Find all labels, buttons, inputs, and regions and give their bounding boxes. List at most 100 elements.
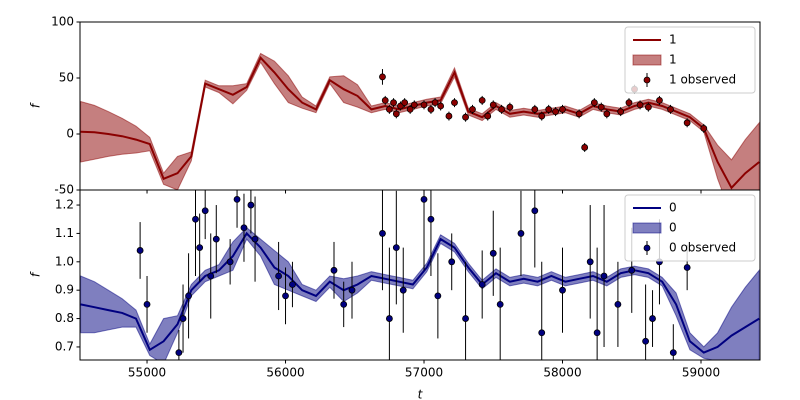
- observation: [498, 105, 505, 113]
- legend-marker: [643, 76, 651, 84]
- observation: [597, 103, 605, 111]
- observation: [628, 266, 636, 274]
- observation: [590, 99, 598, 107]
- observation: [201, 207, 209, 215]
- observation: [478, 281, 486, 288]
- legend-marker: [643, 244, 651, 252]
- mean-line: [80, 231, 760, 354]
- observation: [282, 292, 289, 300]
- observation: [575, 110, 583, 118]
- y-tick-label: -50: [54, 183, 74, 197]
- y-tick-label: 0.9: [55, 283, 74, 297]
- observation: [445, 112, 453, 120]
- observation: [642, 337, 650, 345]
- axes: 0.7 0.8 0.9 1.0 1.1 1.2 55000 56000 57000 58000 59…: [29, 189, 761, 400]
- observation: [406, 105, 414, 113]
- observation: [340, 300, 348, 308]
- observation: [531, 207, 539, 215]
- mean-line: [80, 56, 760, 190]
- observation: [247, 201, 255, 209]
- observation: [469, 105, 476, 113]
- y-tick-label: 1.2: [55, 198, 74, 212]
- legend-box: [624, 26, 756, 94]
- observation: [392, 244, 400, 252]
- observation: [385, 315, 393, 322]
- x-tick-label: 55000: [128, 366, 166, 380]
- observation: [683, 119, 691, 127]
- y-tick-label: 0.7: [55, 339, 74, 353]
- observation: [586, 258, 594, 266]
- observation: [192, 215, 199, 223]
- observation: [240, 224, 248, 232]
- observation: [420, 195, 428, 203]
- observation: [462, 113, 469, 121]
- y-axis-label: f: [29, 102, 43, 108]
- observation: [431, 99, 439, 107]
- legend-label: 0 observed: [669, 241, 736, 255]
- plot-area: [80, 52, 760, 190]
- observation: [625, 99, 633, 107]
- axes-frame: [79, 189, 761, 361]
- observation: [667, 105, 674, 113]
- observation: [226, 258, 234, 266]
- observation: [136, 247, 144, 254]
- observation: [348, 286, 356, 294]
- observation: [381, 97, 389, 104]
- legend-label: 0: [669, 221, 677, 235]
- axes: -50 0 50 100 f 1 1 1 observed: [29, 15, 761, 197]
- observation: [617, 108, 625, 115]
- observation: [437, 102, 445, 110]
- y-tick-label: 50: [59, 71, 74, 85]
- observation: [179, 315, 187, 322]
- x-tick-label: 59000: [682, 366, 720, 380]
- x-tick-label: 57000: [405, 366, 443, 380]
- observation: [379, 230, 386, 237]
- observation: [212, 235, 220, 243]
- observation: [600, 272, 608, 280]
- x-tick-label: 58000: [543, 366, 581, 380]
- y-tick-label: 0: [66, 127, 74, 141]
- observation: [581, 144, 589, 151]
- observation: [399, 286, 407, 294]
- observation: [489, 249, 497, 257]
- observation: [649, 315, 656, 322]
- observation: [330, 266, 338, 274]
- observation: [506, 103, 514, 111]
- observation: [401, 99, 409, 107]
- observation: [538, 112, 546, 120]
- observation: [538, 329, 546, 337]
- legend-label: 1: [669, 33, 677, 47]
- y-tick-label: 0.8: [55, 311, 74, 325]
- legend-label: 0: [669, 201, 677, 215]
- observation: [644, 103, 652, 111]
- observation: [175, 349, 183, 357]
- y-tick-label: 1.0: [55, 254, 74, 268]
- observation: [656, 97, 663, 104]
- observation: [448, 258, 456, 266]
- observation: [489, 101, 497, 109]
- observation: [379, 73, 386, 81]
- observation: [289, 281, 296, 288]
- y-tick-label: 1.1: [55, 226, 74, 240]
- observation: [636, 101, 644, 109]
- observation: [427, 215, 435, 223]
- y-axis-label: f: [29, 271, 43, 277]
- observation: [683, 264, 691, 271]
- legend-label: 1 observed: [669, 73, 736, 87]
- observation: [593, 329, 601, 337]
- observation: [410, 101, 418, 109]
- observation: [559, 105, 566, 113]
- observation: [275, 272, 282, 280]
- observation: [517, 230, 525, 237]
- observation: [434, 292, 442, 300]
- legend-patch: [632, 222, 662, 234]
- observation: [251, 235, 259, 243]
- observation: [420, 101, 428, 109]
- observation: [451, 99, 458, 107]
- observation: [385, 105, 393, 113]
- legend-patch: [632, 54, 662, 66]
- observation: [427, 105, 435, 113]
- observation: [390, 99, 397, 107]
- confidence-band: [80, 52, 760, 190]
